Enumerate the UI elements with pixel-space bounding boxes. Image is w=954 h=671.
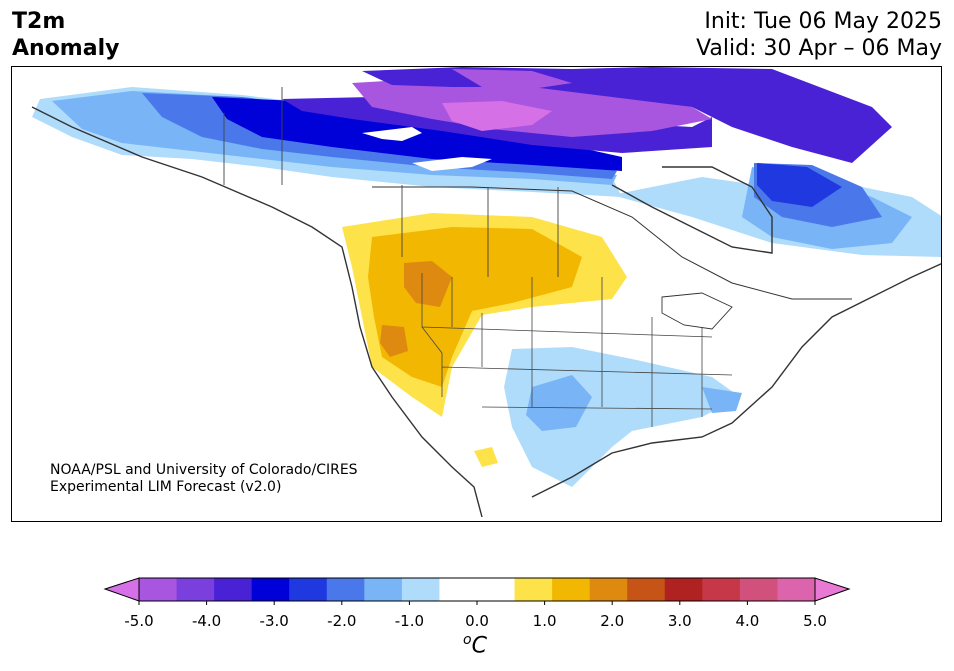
colorbar-swatch	[289, 578, 328, 601]
anomaly-blue-southeast	[702, 387, 742, 413]
colorbar-tick-label: -3.0	[260, 612, 289, 630]
colorbar-tick-label: 0.0	[465, 612, 489, 630]
colorbar-left-extension	[103, 577, 140, 602]
coastline-west	[31, 106, 483, 518]
colorbar-right-extension	[814, 577, 851, 602]
colorbar-swatch	[477, 578, 516, 601]
colorbar-tick-label: 4.0	[735, 612, 759, 630]
init-date: Init: Tue 06 May 2025	[704, 9, 942, 34]
forecast-dates: Init: Tue 06 May 2025 Valid: 30 Apr – 06…	[696, 8, 942, 62]
colorbar-swatch	[139, 578, 178, 601]
colorbar-swatch	[326, 578, 365, 601]
great-lakes	[661, 292, 733, 330]
map-canvas	[31, 67, 941, 518]
colorbar-ticks: -5.0 -4.0 -3.0 -2.0 -1.0 0.0 1.0 2.0 3.0 4.0 5.0	[124, 601, 827, 630]
colorbar-tick-label: 3.0	[668, 612, 692, 630]
anomaly-blue-texas	[526, 375, 592, 431]
credit-line-2: Experimental LIM Forecast (v2.0)	[50, 479, 282, 495]
colorbar-tick-label: 1.0	[533, 612, 557, 630]
colorbar-tick-label: -5.0	[124, 612, 153, 630]
coastline-hudson-bay	[611, 166, 773, 254]
colorbar-swatch	[777, 578, 816, 601]
colorbar-swatch	[176, 578, 215, 601]
colorbar-swatch	[214, 578, 253, 601]
colorbar-tick-label: 5.0	[803, 612, 827, 630]
anomaly-orange-california	[380, 325, 408, 357]
colorbar-swatch	[739, 578, 778, 601]
coastline-gulf-east	[531, 263, 941, 498]
province-borders	[223, 87, 559, 277]
unit-degree: o	[463, 632, 472, 648]
unit-celsius: C	[471, 633, 487, 659]
colorbar-swatch	[664, 578, 703, 601]
colorbar-swatch	[251, 578, 290, 601]
colorbar: -5.0 -4.0 -3.0 -2.0 -1.0 0.0 1.0 2.0 3.0 4.0 5.0	[103, 577, 851, 630]
anomaly-east-canada-dark	[757, 163, 842, 207]
anomaly-map: NOAA/PSL and University of Colorado/CIRE…	[11, 66, 942, 522]
valid-range: Valid: 30 Apr – 06 May	[696, 36, 942, 61]
anomaly-magenta-core	[442, 101, 552, 131]
colorbar-swatch	[589, 578, 628, 601]
colorbar-tick-label: -2.0	[327, 612, 356, 630]
colorbar-swatch	[627, 578, 666, 601]
anomaly-yellow-mexico	[474, 447, 498, 467]
credit-text: NOAA/PSL and University of Colorado/CIRE…	[50, 462, 358, 496]
anomaly-orange-pacific-nw	[404, 261, 452, 307]
colorbar-tick-label: -1.0	[395, 612, 424, 630]
great-slave-lake	[412, 157, 492, 171]
credit-line-1: NOAA/PSL and University of Colorado/CIRE…	[50, 462, 358, 478]
state-borders	[421, 273, 733, 427]
anomaly-arctic-islands	[362, 67, 892, 163]
variable-name: T2m	[12, 9, 66, 34]
anomaly-arctic-purple	[452, 69, 572, 89]
colorbar-swatches	[138, 577, 816, 602]
colorbar-swatch	[439, 578, 478, 601]
border-us-canada	[372, 186, 852, 300]
colorbar-swatch	[514, 578, 553, 601]
chart-title: T2m Anomaly	[12, 8, 119, 62]
colorbar-swatch	[702, 578, 741, 601]
colorbar-tick-label: 2.0	[600, 612, 624, 630]
colorbar-swatch	[552, 578, 591, 601]
great-bear-lake	[362, 127, 422, 141]
colorbar-unit: oC	[463, 632, 487, 658]
colorbar-swatch	[364, 578, 403, 601]
colorbar-tick-label: -4.0	[192, 612, 221, 630]
colorbar-swatch	[401, 578, 440, 601]
variable-subtitle: Anomaly	[12, 36, 120, 61]
